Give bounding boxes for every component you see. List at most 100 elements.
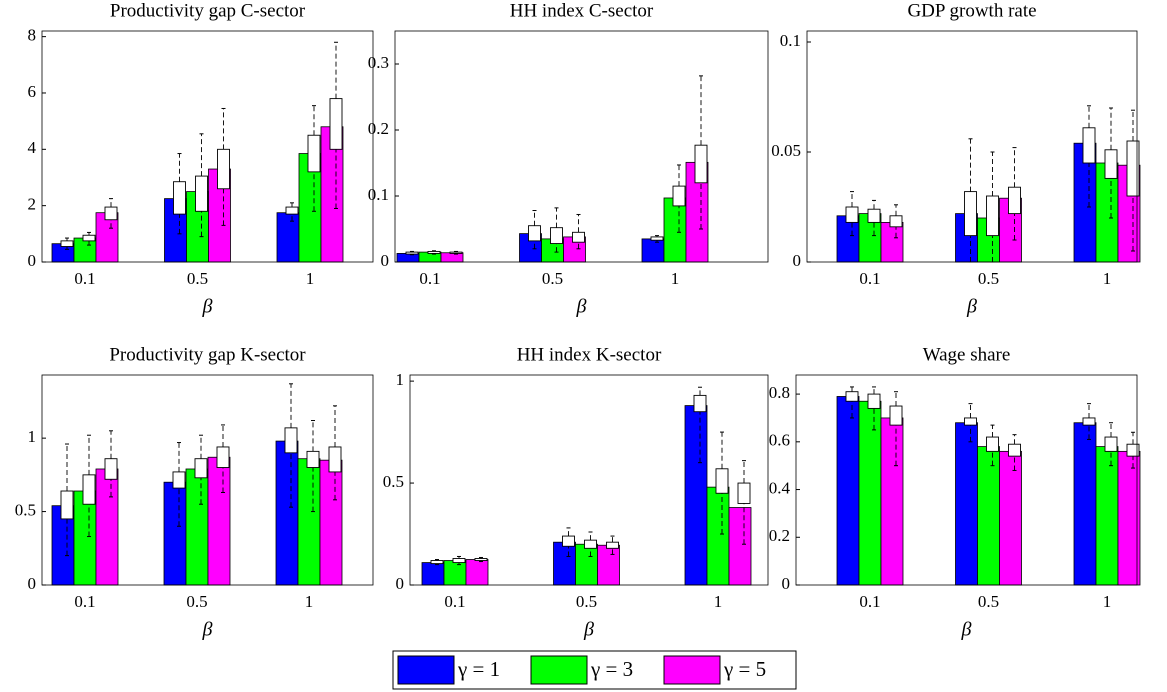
bar <box>836 396 860 586</box>
box <box>606 541 619 549</box>
box <box>285 206 299 215</box>
box <box>889 215 903 228</box>
bar <box>706 486 730 586</box>
x-axis-label: β <box>202 296 213 318</box>
box <box>449 251 463 254</box>
box <box>173 181 186 215</box>
box <box>550 227 563 244</box>
bar <box>275 440 299 586</box>
y-tick-label: 0 <box>28 251 37 270</box>
box <box>650 236 664 241</box>
box <box>82 234 96 242</box>
axes-frame <box>394 30 769 263</box>
box <box>430 560 444 565</box>
box <box>172 471 186 489</box>
y-tick-label: 0 <box>396 574 405 593</box>
y-tick-label: 0.1 <box>368 185 389 204</box>
x-tick-label: 1 <box>714 592 723 611</box>
bar <box>641 238 665 263</box>
panel-title: Productivity gap C-sector <box>110 0 306 21</box>
box <box>986 436 999 452</box>
y-tick-label: 1 <box>396 370 405 389</box>
box <box>104 458 118 480</box>
x-tick-label: 0.1 <box>859 269 880 288</box>
bar <box>163 481 187 586</box>
bar <box>663 197 687 263</box>
box <box>405 251 419 255</box>
box <box>474 558 488 561</box>
x-axis-label: β <box>583 619 594 641</box>
x-tick-label: 1 <box>671 269 680 288</box>
bar <box>977 446 1000 586</box>
bar <box>465 559 489 586</box>
legend-swatch <box>663 655 721 685</box>
y-tick-label: 0.3 <box>368 53 389 72</box>
box <box>694 144 708 184</box>
x-tick-label: 1 <box>1103 592 1112 611</box>
box <box>1008 186 1021 215</box>
bar <box>396 253 420 263</box>
box <box>528 225 541 242</box>
bar <box>575 543 598 586</box>
y-tick-label: 0.1 <box>780 31 801 50</box>
bar <box>95 468 119 586</box>
bar <box>880 221 904 263</box>
box <box>845 206 859 223</box>
bar <box>728 507 752 586</box>
panel-title: HH index K-sector <box>517 344 662 365</box>
x-axis-label: β <box>961 619 972 641</box>
x-tick-label: 0.1 <box>74 269 95 288</box>
x-axis-label: β <box>966 296 977 318</box>
legend-box <box>392 650 797 690</box>
box <box>737 482 751 504</box>
box <box>427 250 441 254</box>
bar <box>73 490 97 586</box>
box <box>867 208 881 223</box>
box <box>572 231 585 243</box>
bar <box>185 468 209 586</box>
x-tick-label: 0.1 <box>419 269 440 288</box>
x-tick-label: 1 <box>305 592 314 611</box>
y-tick-label: 6 <box>28 82 37 101</box>
bar <box>553 541 576 586</box>
y-tick-label: 2 <box>28 195 37 214</box>
bar <box>1073 422 1097 586</box>
box <box>216 446 230 468</box>
box <box>217 148 230 190</box>
box <box>889 405 903 426</box>
y-tick-label: 0.6 <box>769 431 790 450</box>
x-tick-label: 1 <box>306 269 315 288</box>
bar <box>440 252 464 263</box>
bar <box>207 456 231 586</box>
bar <box>319 459 343 586</box>
bar <box>443 560 467 586</box>
bar <box>73 237 97 263</box>
bar <box>297 458 321 586</box>
x-axis-label: β <box>576 296 587 318</box>
box <box>584 539 597 549</box>
y-tick-label: 0.8 <box>769 383 790 402</box>
x-axis-label: β <box>202 619 213 641</box>
box <box>1104 149 1118 179</box>
box <box>1082 417 1096 426</box>
box <box>194 458 208 479</box>
bar <box>955 422 978 586</box>
bar <box>880 417 904 586</box>
legend-swatch <box>530 655 588 685</box>
bar <box>1095 446 1119 586</box>
box <box>452 558 466 564</box>
box <box>306 450 320 468</box>
box <box>329 98 343 150</box>
axes-background <box>395 31 768 262</box>
box <box>693 394 707 413</box>
box <box>284 427 298 454</box>
box <box>867 393 881 409</box>
x-tick-label: 0.5 <box>576 592 597 611</box>
box <box>328 446 342 473</box>
x-tick-label: 0.1 <box>74 592 95 611</box>
y-tick-label: 0 <box>28 574 37 593</box>
axes-frame <box>806 30 1138 263</box>
legend-label: γ = 1 <box>457 657 500 681</box>
box <box>672 185 686 207</box>
